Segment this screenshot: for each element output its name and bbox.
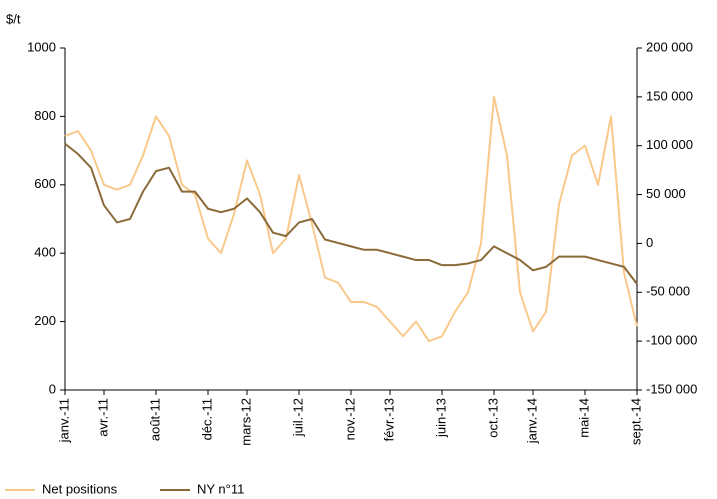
x-tick-label: avr.-11 bbox=[95, 398, 110, 437]
y2-tick-label: -100 000 bbox=[646, 333, 697, 348]
x-tick-label: juin-13 bbox=[433, 398, 448, 438]
y2-tick-label: -150 000 bbox=[646, 381, 697, 396]
x-tick-label: oct.-13 bbox=[485, 398, 500, 438]
y-tick-label: 1000 bbox=[27, 39, 56, 54]
x-tick-label: janv.-14 bbox=[524, 398, 539, 444]
x-tick-label: mai-14 bbox=[576, 398, 591, 438]
y-tick-label: 800 bbox=[34, 108, 56, 123]
y2-tick-label: 200 000 bbox=[646, 39, 693, 54]
x-tick-label: janv.-11 bbox=[56, 398, 71, 443]
y-tick-label: 0 bbox=[49, 381, 56, 396]
y-axis-label: $/t bbox=[6, 11, 21, 26]
x-tick-label: mars-12 bbox=[238, 398, 253, 446]
x-tick-label: août-11 bbox=[147, 398, 162, 441]
x-tick-label: déc.-11 bbox=[199, 398, 214, 440]
y2-tick-label: 150 000 bbox=[646, 88, 693, 103]
legend-label: NY n°11 bbox=[197, 481, 244, 496]
y-tick-label: 200 bbox=[34, 313, 56, 328]
x-tick-label: févr.-13 bbox=[381, 398, 396, 441]
legend-label: Net positions bbox=[42, 481, 118, 496]
y2-tick-label: -50 000 bbox=[646, 284, 690, 299]
x-tick-label: juil.-12 bbox=[290, 398, 305, 437]
y2-tick-label: 0 bbox=[646, 235, 653, 250]
x-tick-label: nov.-12 bbox=[342, 398, 357, 440]
y2-tick-label: 100 000 bbox=[646, 137, 693, 152]
series-line bbox=[64, 95, 638, 343]
y-tick-label: 600 bbox=[34, 176, 56, 191]
x-tick-label: sept.-14 bbox=[628, 398, 643, 445]
series-line bbox=[64, 142, 638, 285]
y2-tick-label: 50 000 bbox=[646, 186, 686, 201]
y-tick-label: 400 bbox=[34, 245, 56, 260]
